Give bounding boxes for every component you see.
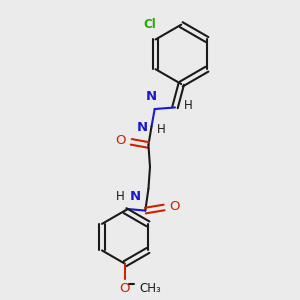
Text: N: N xyxy=(130,190,141,203)
Text: N: N xyxy=(146,90,157,104)
Text: H: H xyxy=(157,124,166,136)
Text: O: O xyxy=(170,200,180,213)
Text: O: O xyxy=(120,282,130,295)
Text: CH₃: CH₃ xyxy=(139,282,161,295)
Text: H: H xyxy=(184,99,193,112)
Text: N: N xyxy=(137,121,148,134)
Text: H: H xyxy=(116,190,125,203)
Text: O: O xyxy=(115,134,126,147)
Text: Cl: Cl xyxy=(143,18,156,31)
